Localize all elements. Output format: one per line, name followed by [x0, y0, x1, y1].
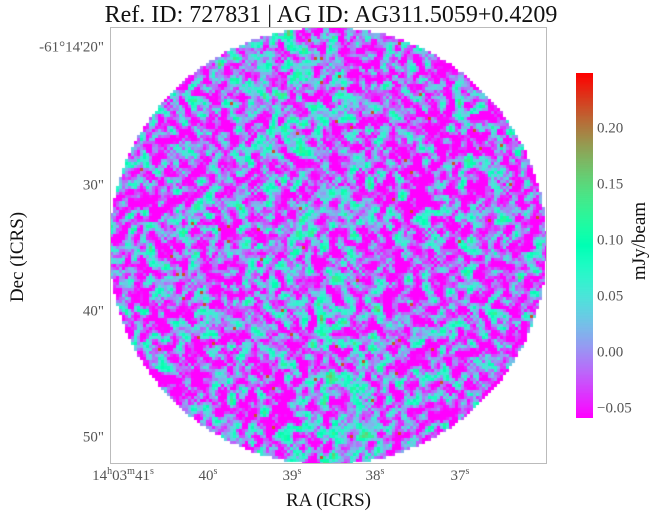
- radio-map-image: [110, 27, 547, 464]
- colorbar-tick-label: 0.05: [597, 288, 624, 305]
- colorbar-tick-label: 0.00: [597, 344, 624, 361]
- chart-title: Ref. ID: 727831 | AG ID: AG311.5059+0.42…: [104, 2, 558, 28]
- x-tick-label: 14h03m41s: [92, 466, 154, 484]
- x-tick-label: 40s: [198, 466, 218, 484]
- y-tick-label: -61°14'20": [39, 39, 104, 56]
- colorbar-tick-label: −0.05: [597, 400, 632, 417]
- colorbar-tick-label: 0.15: [597, 176, 624, 193]
- x-axis-label: RA (ICRS): [286, 490, 371, 511]
- y-tick-label: 30": [82, 177, 104, 194]
- y-tick-label: 40": [82, 303, 104, 320]
- y-axis-label: Dec (ICRS): [7, 211, 28, 303]
- plot-frame: [110, 27, 547, 464]
- y-tick-label: 50": [82, 429, 104, 446]
- colorbar-tick-label: 0.20: [597, 120, 624, 137]
- colorbar-label: mJy/beam: [629, 201, 650, 281]
- colorbar: [576, 73, 593, 418]
- x-tick-label: 38s: [365, 466, 385, 484]
- x-tick-label: 37s: [450, 466, 470, 484]
- x-tick-label: 39s: [282, 466, 302, 484]
- colorbar-tick-label: 0.10: [597, 232, 624, 249]
